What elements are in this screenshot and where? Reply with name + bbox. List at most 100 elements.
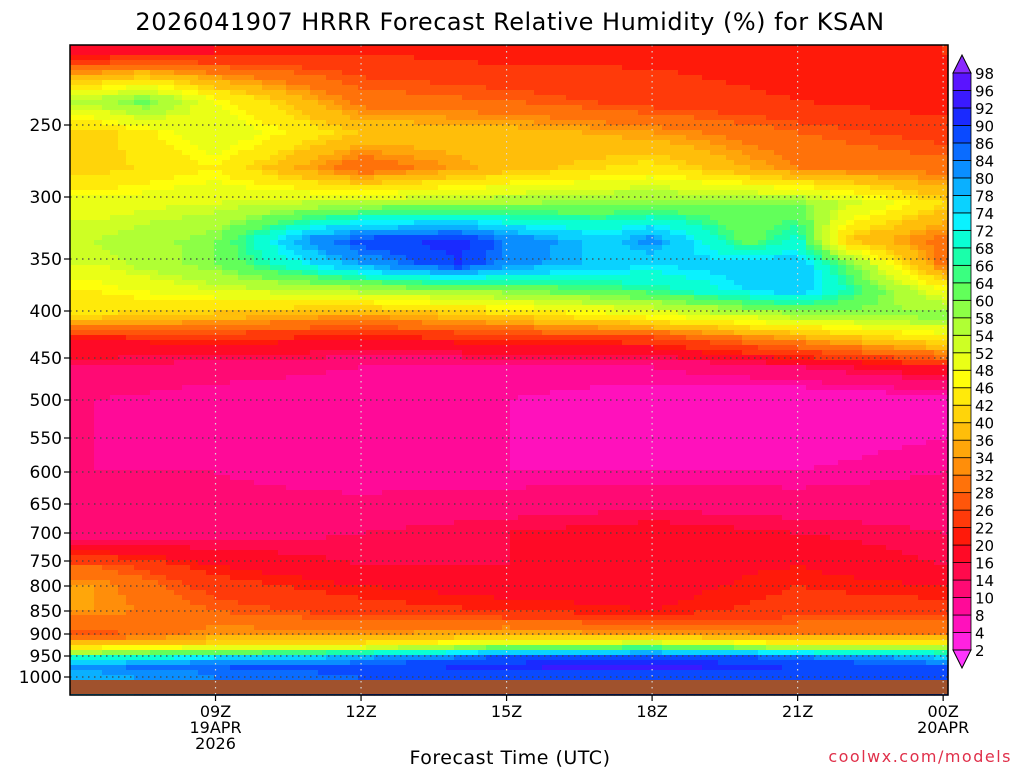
heatmap-cell [422,165,431,171]
heatmap-cell [326,130,335,136]
heatmap-cell [246,100,255,106]
heatmap-cell [830,235,839,241]
heatmap-cell [446,115,455,121]
heatmap-cell [638,220,647,226]
heatmap-cell [590,60,599,66]
heatmap-cell [142,195,151,201]
heatmap-cell [598,75,607,81]
heatmap-cell [294,45,303,51]
heatmap-cell [294,185,303,191]
heatmap-cell [910,230,919,236]
heatmap-cell [870,240,879,246]
heatmap-cell [598,135,607,141]
heatmap-cell [934,220,943,226]
heatmap-cell [782,50,791,56]
heatmap-cell [582,185,591,191]
heatmap-cell [118,270,127,276]
heatmap-cell [726,195,735,201]
heatmap-cell [526,165,535,171]
heatmap-cell [334,115,343,121]
heatmap-cell [222,80,231,86]
heatmap-cell [694,115,703,121]
heatmap-cell [926,265,935,271]
heatmap-cell [742,155,751,161]
heatmap-cell [758,165,767,171]
heatmap-cell [422,255,431,261]
heatmap-cell [302,195,311,201]
heatmap-cell [526,205,535,211]
heatmap-cell [510,135,519,141]
heatmap-cell [726,230,735,236]
heatmap-cell [534,125,543,131]
heatmap-cell [310,140,319,146]
heatmap-cell [686,215,695,221]
heatmap-cell [894,90,903,96]
heatmap-cell [798,135,807,141]
heatmap-cell [486,120,495,126]
heatmap-cell [766,235,775,241]
heatmap-cell [134,255,143,261]
heatmap-cell [246,165,255,171]
heatmap-cell [302,100,311,106]
heatmap-cell [590,70,599,76]
heatmap-cell [158,100,167,106]
heatmap-cell [486,210,495,216]
heatmap-cell [726,150,735,156]
heatmap-cell [222,235,231,241]
heatmap-cell [118,105,127,111]
heatmap-cell [110,190,119,196]
heatmap-cell [150,145,159,151]
heatmap-cell [646,150,655,156]
heatmap-cell [686,160,695,166]
heatmap-cell [798,250,807,256]
heatmap-cell [670,55,679,61]
heatmap-cell [398,100,407,106]
heatmap-cell [942,225,949,231]
heatmap-cell [182,160,191,166]
heatmap-cell [374,185,383,191]
heatmap-cell [374,140,383,146]
heatmap-cell [438,70,447,76]
heatmap-cell [454,220,463,226]
heatmap-cell [430,245,439,251]
heatmap-cell [686,125,695,131]
heatmap-cell [942,60,949,66]
heatmap-cell [566,245,575,251]
heatmap-cell [798,265,807,271]
heatmap-cell [438,75,447,81]
heatmap-cell [302,170,311,176]
heatmap-cell [222,205,231,211]
heatmap-cell [814,45,823,51]
heatmap-cell [622,135,631,141]
heatmap-cell [398,175,407,181]
heatmap-cell [566,240,575,246]
heatmap-cell [902,80,911,86]
heatmap-cell [318,235,327,241]
heatmap-cell [718,265,727,271]
heatmap-cell [622,265,631,271]
heatmap-cell [318,220,327,226]
heatmap-cell [470,180,479,186]
heatmap-cell [710,145,719,151]
heatmap-cell [734,60,743,66]
heatmap-cell [286,100,295,106]
heatmap-cell [94,100,103,106]
heatmap-cell [542,95,551,101]
heatmap-cell [598,265,607,271]
heatmap-cell [806,80,815,86]
heatmap-cell [190,265,199,271]
heatmap-cell [150,140,159,146]
heatmap-cell [758,100,767,106]
heatmap-cell [486,260,495,266]
heatmap-cell [550,165,559,171]
heatmap-cell [478,90,487,96]
heatmap-cell [262,185,271,191]
heatmap-cell [182,225,191,231]
heatmap-cell [686,55,695,61]
heatmap-cell [366,105,375,111]
heatmap-cell [86,235,95,241]
heatmap-cell [182,140,191,146]
heatmap-cell [790,125,799,131]
heatmap-cell [158,270,167,276]
heatmap-cell [134,90,143,96]
